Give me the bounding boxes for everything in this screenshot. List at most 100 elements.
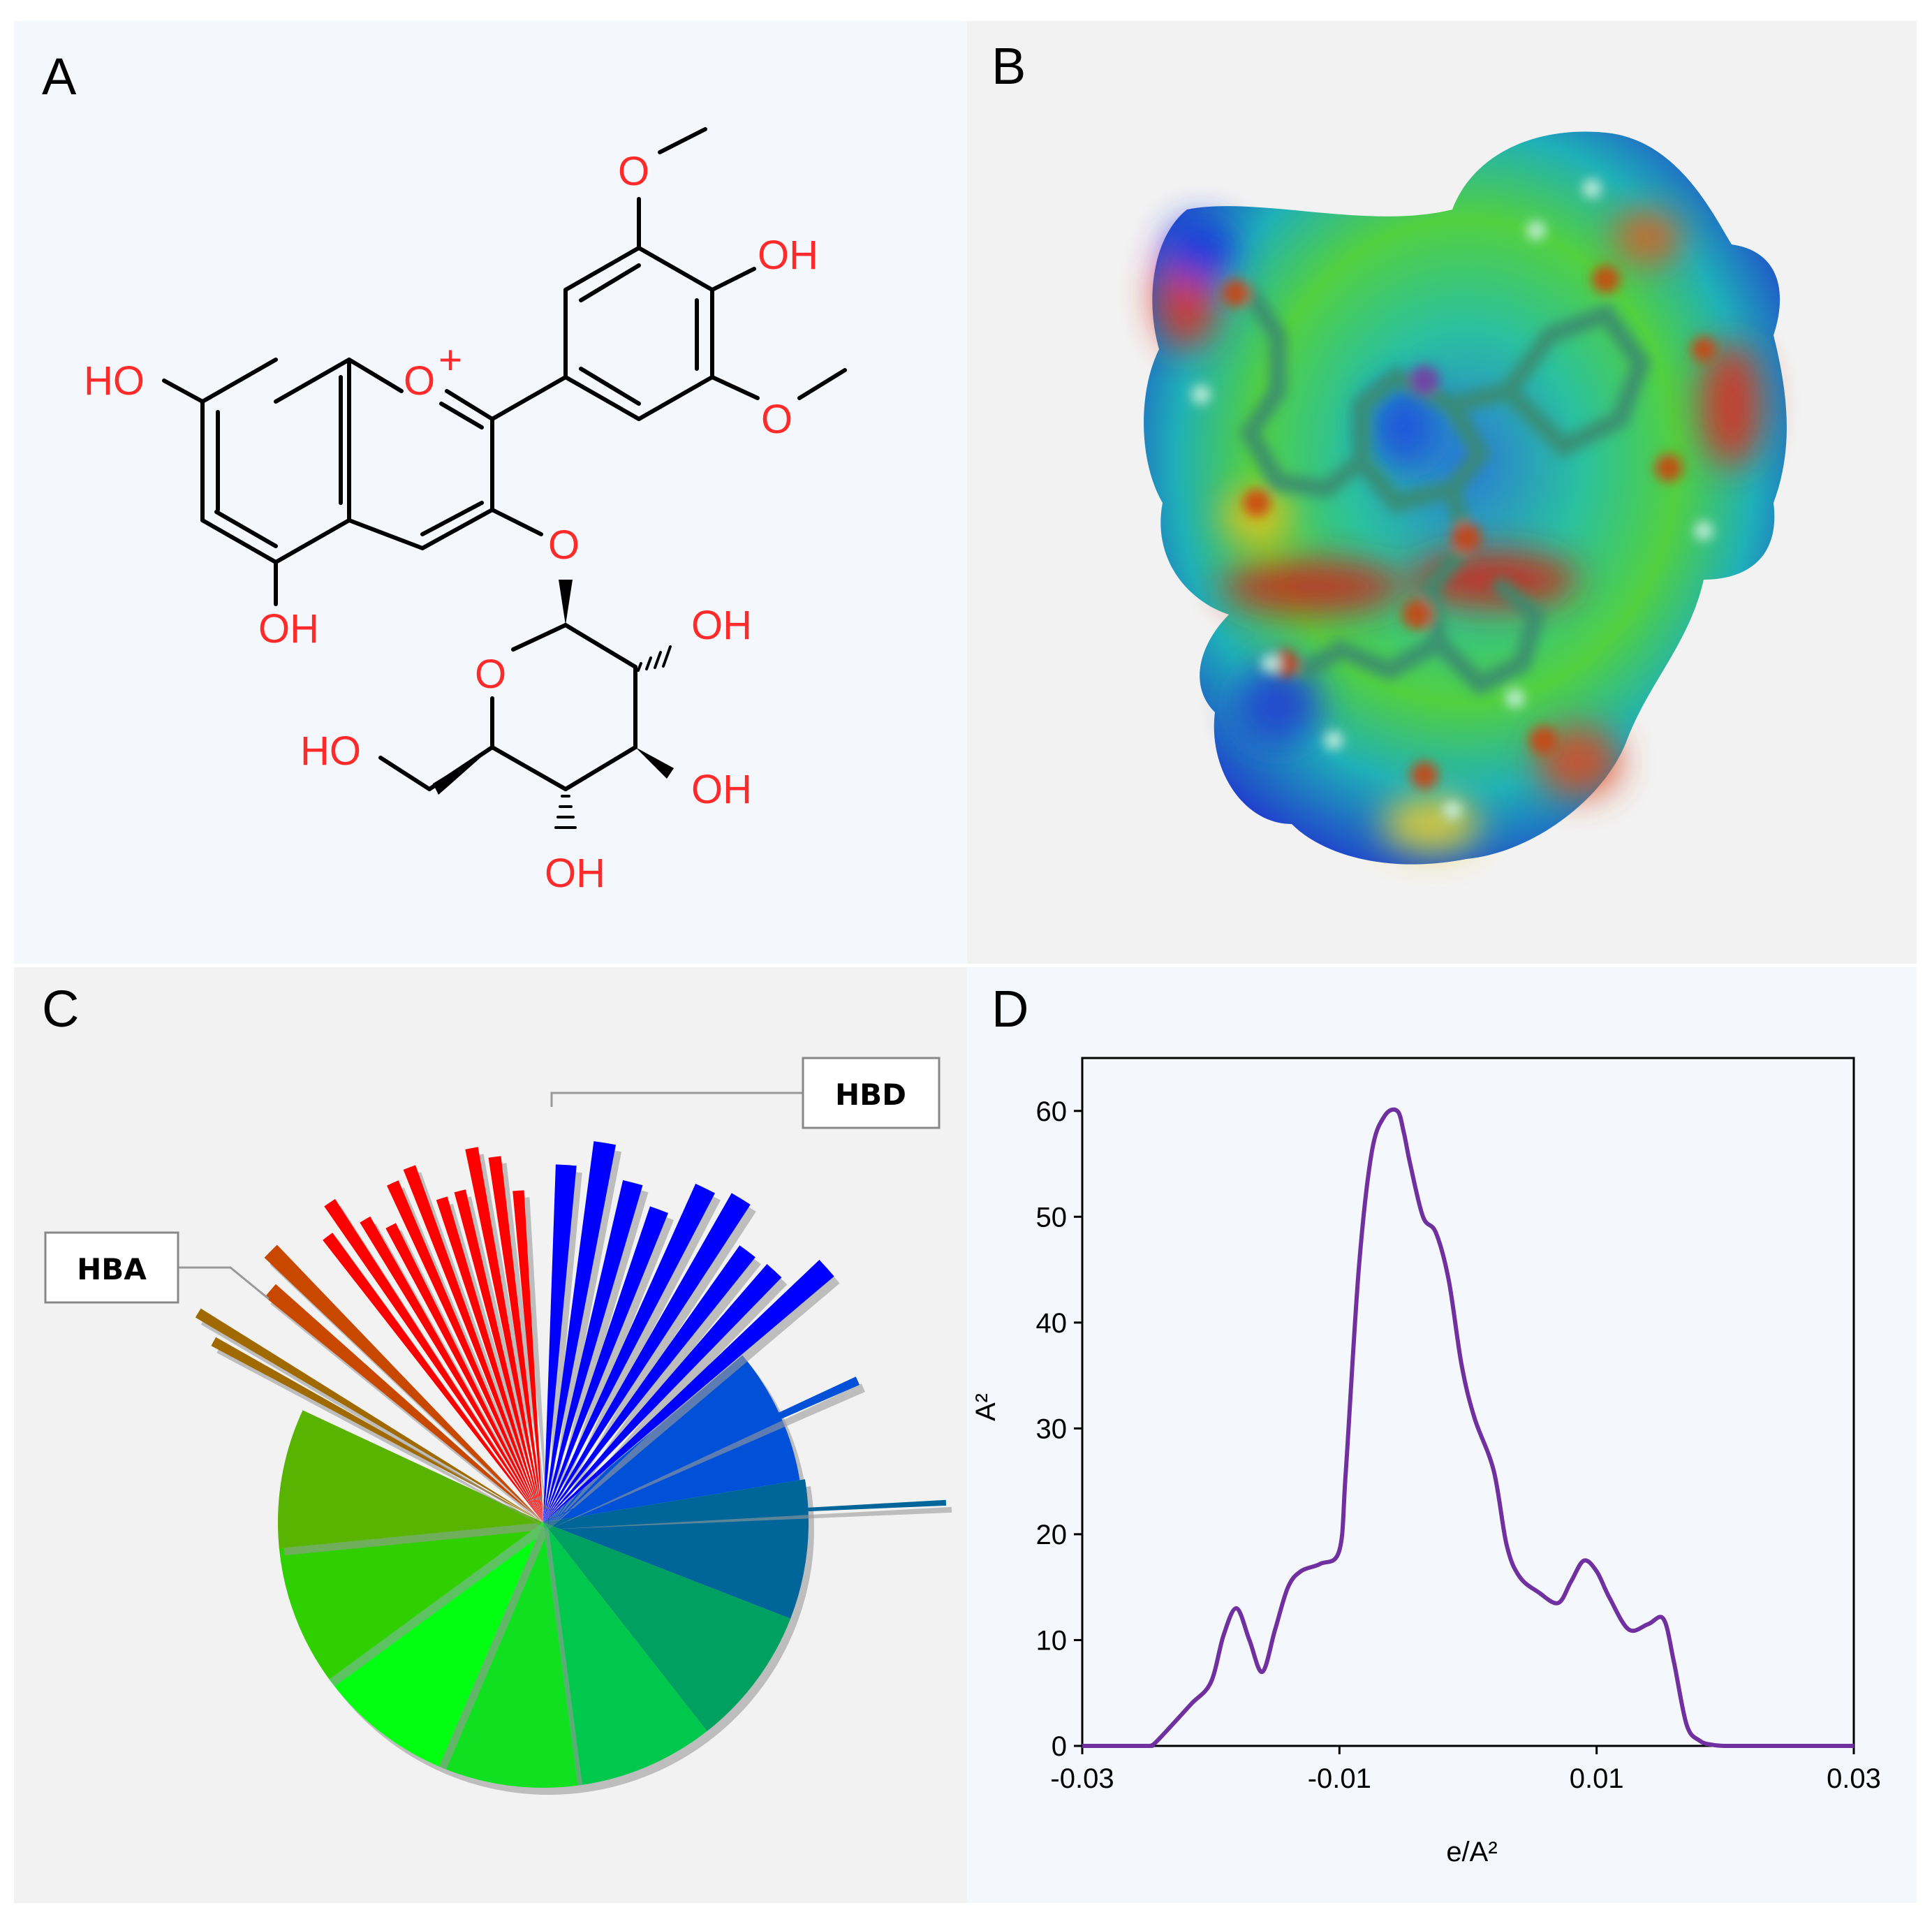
molecule-structure: [162, 127, 847, 829]
atom-label: +: [438, 337, 462, 383]
atom-label: O: [404, 358, 435, 404]
pie-spike: [543, 1141, 617, 1522]
bond: [511, 623, 568, 652]
bond: [797, 368, 847, 400]
label-box: [44, 1231, 179, 1304]
label-hba-callout: HBA: [44, 1231, 270, 1304]
bond: [274, 518, 351, 564]
pie-spike: [387, 1180, 543, 1522]
pie-spike: [360, 1216, 543, 1522]
plot-frame: [1081, 1057, 1855, 1747]
bond: [274, 358, 351, 404]
bond: [563, 375, 641, 421]
pie-spike: [543, 1184, 716, 1522]
bond: [490, 375, 568, 421]
pie-spike: [543, 1499, 947, 1522]
panel-b: B: [967, 21, 1917, 964]
bond: [563, 745, 637, 791]
atom-label: HO: [300, 728, 361, 774]
wedge-bond: [433, 747, 492, 795]
pie-spike: [324, 1198, 543, 1522]
panel-c: C HBD HBA: [14, 967, 967, 1903]
atom-label: OH: [691, 603, 752, 648]
x-axis-label: e/A²: [1446, 1837, 1497, 1867]
bond: [490, 508, 543, 536]
bond: [563, 623, 637, 669]
y-tick-label: 40: [1036, 1308, 1068, 1339]
line-chart: 0 10 20 30 40 50 60 -0.03 -0.01 0.01 0.03: [1036, 1057, 1881, 1794]
x-tick-label: -0.03: [1050, 1763, 1114, 1794]
bond-inner: [214, 510, 278, 548]
pie-label-hba: HBA: [77, 1252, 147, 1286]
bond: [420, 508, 494, 550]
atom-label: O: [475, 652, 506, 697]
pie-chart: [195, 1141, 952, 1795]
y-tick-label: 10: [1036, 1625, 1068, 1656]
pie-spike: [265, 1284, 543, 1522]
pie-slice: [438, 1522, 578, 1788]
pie-slice: [543, 1522, 791, 1731]
x-tick-label: -0.01: [1308, 1763, 1371, 1794]
pie-spike: [488, 1156, 543, 1522]
atom-label: OH: [258, 606, 319, 652]
bond: [637, 375, 714, 421]
y-tick-label: 60: [1036, 1096, 1068, 1127]
atom-labels: HO OH O + O OH O O O OH HO OH OH: [84, 149, 818, 896]
pie-slice-shadow: [549, 1506, 952, 1529]
pie-label-hbd: HBD: [835, 1078, 906, 1112]
pie-slice: [329, 1522, 543, 1767]
bond-inner: [420, 501, 484, 536]
pie-spike: [543, 1260, 834, 1522]
pie-spike: [543, 1164, 577, 1522]
x-tick-label: 0.01: [1570, 1763, 1624, 1794]
pie-slice: [543, 1522, 707, 1786]
pie-spike: [264, 1244, 543, 1522]
panel-a: A: [14, 21, 967, 964]
hashed-bond: [637, 645, 672, 672]
bond: [490, 745, 568, 791]
atom-label: O: [761, 397, 792, 442]
y-tick-label: 30: [1036, 1413, 1068, 1444]
y-tick-label: 0: [1052, 1731, 1067, 1762]
pie-spike: [195, 1308, 543, 1522]
pie-spike: [543, 1206, 668, 1522]
atom-label: HO: [84, 358, 145, 404]
pie-spike: [543, 1180, 643, 1522]
bond-inner: [439, 402, 484, 429]
pie-slice: [278, 1410, 543, 1549]
atom-label: OH: [691, 767, 752, 812]
series-line: [1082, 1107, 1854, 1749]
pie-spike: [465, 1147, 543, 1522]
y-tick-label: 20: [1036, 1520, 1068, 1550]
y-axis-label: A²: [971, 1393, 1001, 1421]
x-tick-label: 0.03: [1827, 1763, 1881, 1794]
wedge-bond: [559, 580, 573, 625]
bond: [658, 127, 707, 154]
wedge-bond: [635, 747, 674, 779]
panel-a-letter: A: [42, 47, 77, 105]
atom-label: O: [618, 149, 649, 194]
ball-and-stick: [1191, 179, 1716, 820]
panel-b-letter: B: [991, 37, 1026, 95]
y-tick-label: 50: [1036, 1202, 1068, 1233]
label-box: [802, 1057, 941, 1129]
bond: [200, 518, 278, 564]
hashed-bond: [554, 795, 577, 829]
bond: [637, 246, 714, 292]
pie-spike: [513, 1190, 543, 1522]
pie-slice: [543, 1355, 800, 1522]
bond: [347, 518, 425, 550]
pie-spike: [543, 1193, 751, 1522]
pie-slice-shadow: [549, 1383, 866, 1529]
bond: [200, 358, 278, 404]
panel-d: D 0 10 20 30 40 50 60 -0.03 -0.01 0.01 0.03 e/A² A…: [967, 967, 1917, 1903]
bond-inner: [579, 367, 641, 406]
pie-spike: [323, 1233, 543, 1522]
bond: [378, 756, 432, 791]
pie-spike: [385, 1223, 543, 1522]
pie-spike: [454, 1189, 543, 1522]
panel-d-background: [967, 967, 1917, 1903]
pie-spike: [436, 1196, 543, 1522]
pie-spike: [543, 1263, 782, 1522]
